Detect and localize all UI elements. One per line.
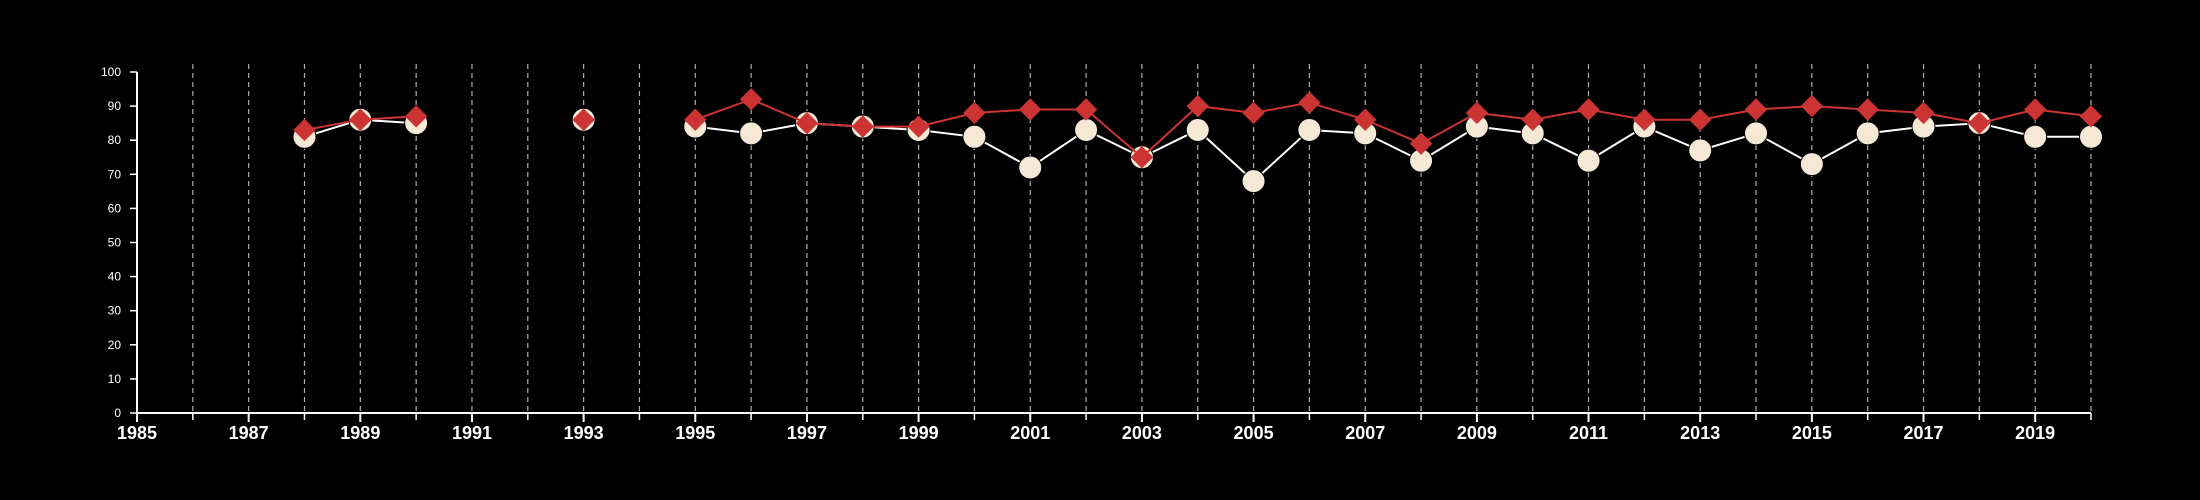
data-point-circle: [1688, 138, 1713, 163]
x-tick-label: 1989: [340, 423, 380, 443]
x-tick-label: 1995: [675, 423, 715, 443]
data-point-diamond: [2023, 98, 2047, 121]
x-tick-label: 2019: [2015, 423, 2055, 443]
data-point-diamond: [963, 101, 986, 125]
data-point-circle: [1744, 121, 1769, 146]
data-point-circle: [1799, 152, 1824, 177]
data-point-diamond: [1130, 146, 1154, 169]
data-point-diamond: [1688, 108, 1712, 131]
data-point-diamond: [1912, 101, 1935, 125]
data-point-circle: [1018, 155, 1043, 180]
data-point-circle: [2023, 124, 2048, 149]
axes: 0 10 20 30 40 50 60 70 80 90 100 1985 1987 1989 1991 19…: [101, 65, 2092, 443]
x-tick-label: 1999: [899, 423, 939, 443]
data-point-circle: [1241, 169, 1266, 194]
data-point-circle: [962, 124, 987, 149]
x-tick-label: 2001: [1010, 423, 1050, 443]
data-point-diamond: [907, 115, 930, 138]
data-point-circle: [1576, 148, 1601, 173]
data-point-diamond: [739, 88, 763, 111]
y-tick-label: 50: [108, 236, 122, 250]
y-tick-label: 70: [108, 167, 122, 181]
data-point-diamond: [293, 118, 316, 142]
data-point-diamond: [1856, 98, 1879, 121]
y-tick-label: 80: [108, 133, 122, 147]
data-point-diamond: [1800, 94, 1824, 118]
y-tick-label: 40: [108, 270, 122, 284]
data-point-diamond: [1242, 101, 1265, 125]
data-point-diamond: [1465, 101, 1489, 125]
x-tick-label: 1991: [452, 423, 492, 443]
data-point-diamond: [349, 108, 372, 131]
data-point-diamond: [851, 115, 874, 138]
x-tick-label: 2013: [1680, 423, 1720, 443]
x-tick-label: 2007: [1345, 423, 1385, 443]
y-tick-label: 10: [108, 372, 122, 386]
series-diamond: [293, 88, 2103, 169]
data-point-diamond: [1354, 108, 1377, 131]
y-tick-label: 100: [101, 65, 121, 79]
x-tick-label: 2003: [1122, 423, 1162, 443]
data-point-diamond: [1633, 108, 1656, 131]
data-point-diamond: [1577, 98, 1600, 121]
x-tick-label: 1985: [117, 423, 157, 443]
data-point-diamond: [572, 108, 595, 131]
data-point-circle: [2079, 124, 2103, 149]
data-point-diamond: [1074, 98, 1098, 121]
data-point-circle: [1855, 121, 1880, 146]
x-tick-label: 2011: [1569, 423, 1608, 443]
data-point-diamond: [1019, 98, 1042, 121]
y-tick-label: 20: [108, 338, 122, 352]
data-point-diamond: [2079, 105, 2103, 128]
x-tick-label: 1997: [787, 423, 827, 443]
data-point-circle: [1074, 117, 1099, 142]
data-point-circle: [1185, 117, 1210, 142]
data-point-diamond: [1186, 94, 1209, 118]
data-point-diamond: [404, 105, 428, 128]
data-point-diamond: [1409, 132, 1433, 155]
data-point-diamond: [684, 108, 707, 131]
x-tick-label: 1987: [229, 423, 269, 443]
data-point-diamond: [1298, 91, 1321, 114]
data-point-diamond: [1744, 98, 1768, 121]
x-tick-label: 1993: [564, 423, 604, 443]
data-point-circle: [739, 121, 764, 146]
data-point-diamond: [1521, 108, 1544, 131]
x-tick-label: 2017: [1903, 423, 1943, 443]
y-tick-label: 30: [108, 304, 122, 318]
x-tick-label: 2005: [1234, 423, 1274, 443]
data-series: [292, 88, 2103, 194]
data-point-diamond: [795, 111, 819, 135]
y-tick-label: 90: [108, 99, 122, 113]
y-tick-label: 60: [108, 201, 122, 215]
data-point-diamond: [1968, 111, 1991, 135]
x-tick-label: 2009: [1457, 423, 1497, 443]
data-point-circle: [1297, 117, 1322, 142]
x-tick-label: 2015: [1792, 423, 1832, 443]
y-tick-label: 0: [114, 406, 121, 420]
